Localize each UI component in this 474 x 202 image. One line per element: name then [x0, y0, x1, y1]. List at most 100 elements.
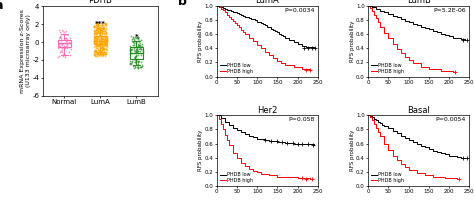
- Point: [93, 36, 100, 39]
- PHDB high: [224, 139, 230, 141]
- PHDB high: [220, 128, 226, 131]
- Point: [131, 43, 138, 47]
- Point: [98, 36, 105, 39]
- Point: [102, 22, 110, 25]
- Point: [129, 40, 137, 43]
- Point: [102, 23, 109, 26]
- Point: [63, 42, 70, 45]
- Point: [94, 43, 101, 46]
- Point: [96, 46, 104, 49]
- Point: [96, 38, 103, 41]
- Point: [128, 62, 135, 65]
- PHDB low: [271, 140, 276, 143]
- PHDB low: [222, 8, 228, 10]
- Bar: [58, 40, 71, 47]
- Point: [133, 51, 141, 54]
- Point: [91, 42, 99, 46]
- Point: [131, 57, 139, 61]
- PHDB low: [287, 142, 292, 144]
- Point: [100, 48, 108, 51]
- PHDB low: [279, 34, 284, 36]
- PHDB low: [369, 116, 375, 119]
- Point: [95, 31, 103, 34]
- PHDB high: [238, 161, 244, 164]
- PHDB high: [255, 44, 260, 46]
- Point: [97, 28, 105, 32]
- Point: [99, 51, 106, 54]
- Point: [94, 23, 101, 26]
- PHDB low: [418, 25, 424, 28]
- PHDB low: [276, 32, 282, 35]
- Point: [58, 42, 66, 45]
- Point: [137, 50, 144, 53]
- Point: [94, 42, 102, 46]
- Text: P=0.0034: P=0.0034: [284, 8, 315, 13]
- Point: [95, 50, 102, 53]
- Point: [95, 50, 103, 53]
- PHDB low: [386, 13, 392, 15]
- PHDB high: [266, 174, 272, 177]
- Point: [132, 40, 139, 43]
- Point: [127, 47, 134, 50]
- PHDB high: [274, 60, 280, 62]
- Point: [102, 43, 110, 46]
- PHDB low: [295, 43, 301, 45]
- Point: [100, 38, 108, 42]
- Point: [95, 31, 103, 34]
- Point: [100, 37, 107, 40]
- PHDB low: [367, 115, 373, 117]
- Point: [98, 44, 105, 47]
- Point: [58, 49, 65, 52]
- Point: [136, 41, 144, 45]
- Point: [96, 46, 103, 50]
- Y-axis label: RFS probability: RFS probability: [198, 21, 203, 62]
- Point: [92, 38, 100, 42]
- Point: [97, 50, 105, 53]
- PHDB low: [291, 142, 296, 145]
- Title: LumA: LumA: [255, 0, 279, 5]
- PHDB high: [382, 32, 387, 34]
- PHDB high: [398, 52, 403, 55]
- Point: [98, 42, 105, 45]
- PHDB high: [406, 168, 411, 171]
- Point: [102, 30, 110, 33]
- Point: [93, 28, 100, 31]
- PHDB low: [382, 11, 387, 14]
- Point: [90, 49, 98, 52]
- PHDB low: [377, 122, 383, 124]
- Point: [131, 57, 138, 60]
- Point: [98, 50, 106, 53]
- Point: [60, 53, 67, 56]
- Point: [57, 32, 65, 35]
- Point: [103, 41, 110, 44]
- Point: [91, 30, 98, 33]
- Point: [102, 38, 109, 42]
- Point: [130, 41, 137, 44]
- PHDB low: [240, 15, 246, 17]
- PHDB low: [236, 13, 242, 15]
- Point: [93, 38, 100, 41]
- Point: [95, 32, 103, 35]
- PHDB low: [242, 133, 248, 136]
- Title: Basal: Basal: [407, 106, 430, 115]
- Point: [92, 52, 100, 55]
- PHDB low: [446, 35, 452, 38]
- Point: [96, 28, 103, 31]
- Point: [129, 37, 137, 40]
- Point: [102, 52, 110, 55]
- PHDB low: [216, 5, 222, 8]
- Point: [99, 45, 107, 48]
- Point: [97, 41, 104, 44]
- PHDB high: [226, 15, 232, 18]
- PHDB high: [375, 131, 381, 134]
- PHDB high: [377, 135, 383, 138]
- Point: [99, 35, 107, 38]
- Point: [97, 40, 104, 43]
- Point: [67, 48, 74, 51]
- Point: [129, 57, 137, 61]
- Point: [101, 42, 109, 45]
- Line: PHDB high: PHDB high: [368, 6, 453, 72]
- PHDB low: [266, 26, 272, 28]
- PHDB high: [365, 114, 371, 117]
- Point: [98, 38, 105, 41]
